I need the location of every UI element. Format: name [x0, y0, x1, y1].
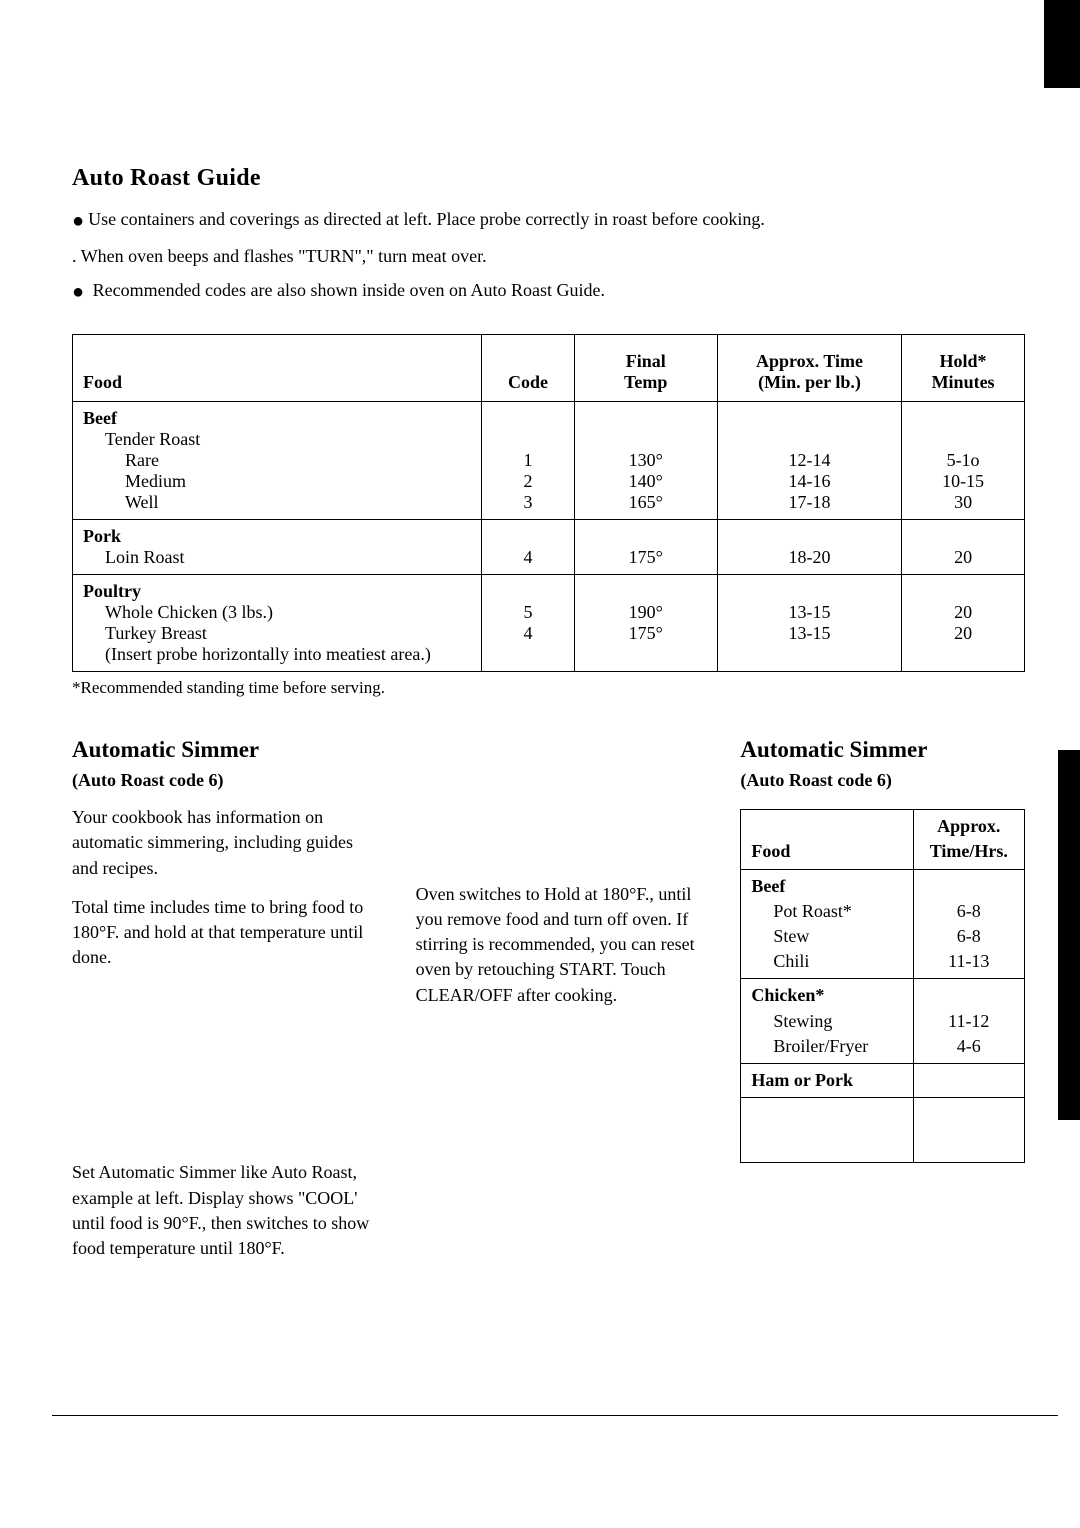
row-label: Rare [83, 450, 471, 471]
section-subtitle: (Auto Roast code 6) [740, 768, 1025, 793]
cell: 2 [524, 471, 533, 491]
th-hold: Hold*Minutes [902, 334, 1025, 401]
cell: 4 [524, 623, 533, 643]
th-food: Food [73, 334, 482, 401]
cell: 20 [954, 602, 972, 622]
table-row: Pork Loin Roast 4 175° 18-20 20 [73, 519, 1025, 574]
category-label: Beef [751, 876, 785, 896]
paragraph: Your cookbook has information on automat… [72, 805, 376, 881]
cell: 4-6 [957, 1036, 981, 1056]
cell: 10-15 [942, 471, 984, 491]
table-header-row: Food Approx.Time/Hrs. [741, 810, 1025, 869]
row-label: Medium [83, 471, 471, 492]
bullet-row: ● Recommended codes are also shown insid… [72, 277, 1025, 308]
cell: 1 [524, 450, 533, 470]
paragraph: Set Automatic Simmer like Auto Roast, ex… [72, 1160, 376, 1261]
cell: 175° [629, 547, 663, 567]
category-label: Beef [83, 408, 117, 428]
table-row: Beef Pot Roast* Stew Chili 6-8 6-8 11-13 [741, 869, 1025, 979]
th-code: Code [482, 334, 574, 401]
row-label: Well [83, 492, 471, 513]
cell: 13-15 [789, 602, 831, 622]
bullet-icon: ● [72, 281, 84, 303]
row-label: Loin Roast [83, 547, 471, 568]
section-title: Automatic Simmer [72, 734, 376, 766]
cell: 130° [629, 450, 663, 470]
table-row [741, 1098, 1025, 1163]
th-food: Food [741, 810, 913, 869]
roast-guide-table: Food Code FinalTemp Approx. Time(Min. pe… [72, 334, 1025, 672]
category-label: Poultry [83, 581, 141, 601]
cell: 11-12 [948, 1011, 989, 1031]
th-time: Approx.Time/Hrs. [913, 810, 1024, 869]
th-temp: FinalTemp [574, 334, 717, 401]
section-subtitle: (Auto Roast code 6) [72, 768, 376, 793]
row-note: (Insert probe horizontally into meatiest… [83, 644, 471, 665]
subhead: Tender Roast [83, 429, 471, 450]
simmer-left-column: Automatic Simmer (Auto Roast code 6) You… [72, 734, 376, 1275]
bullet-row: . When oven beeps and flashes "TURN"," t… [72, 243, 1025, 271]
paragraph: Oven switches to Hold at 180°F., until y… [416, 882, 701, 1008]
bullet-icon: . [72, 246, 81, 266]
row-label: Stewing [751, 1009, 902, 1034]
cell: 140° [629, 471, 663, 491]
cell: 17-18 [789, 492, 831, 512]
table-row: Beef Tender Roast Rare Medium Well 1 2 3… [73, 401, 1025, 519]
cell: 190° [629, 602, 663, 622]
cell: 175° [629, 623, 663, 643]
intro-bullets: ●Use containers and coverings as directe… [72, 206, 1025, 308]
cell: 30 [954, 492, 972, 512]
bullet-icon: ● [72, 210, 84, 232]
cell: 3 [524, 492, 533, 512]
simmer-table: Food Approx.Time/Hrs. Beef Pot Roast* St… [740, 809, 1025, 1163]
table-row: Ham or Pork [741, 1063, 1025, 1097]
category-label: Ham or Pork [751, 1070, 853, 1090]
page-edge-bar-lower [1058, 750, 1080, 1120]
row-label: Turkey Breast [83, 623, 471, 644]
simmer-right-column: Automatic Simmer (Auto Roast code 6) Foo… [740, 734, 1025, 1275]
category-label: Pork [83, 526, 121, 546]
page-edge-bar [1044, 0, 1080, 88]
cell: 20 [954, 547, 972, 567]
row-label: Broiler/Fryer [751, 1034, 902, 1059]
table-footnote: *Recommended standing time before servin… [72, 678, 1025, 698]
cell: 6-8 [957, 926, 981, 946]
cell: 12-14 [789, 450, 831, 470]
bullet-text: Use containers and coverings as directed… [88, 209, 765, 229]
paragraph: Total time includes time to bring food t… [72, 895, 376, 971]
cell: 5 [524, 602, 533, 622]
bullet-text: Recommended codes are also shown inside … [93, 280, 605, 300]
cell: 6-8 [957, 901, 981, 921]
bullet-text: When oven beeps and flashes "TURN"," tur… [81, 246, 487, 266]
cell: 165° [629, 492, 663, 512]
row-label: Stew [751, 924, 902, 949]
section-title: Automatic Simmer [740, 734, 1025, 766]
th-time: Approx. Time(Min. per lb.) [717, 334, 901, 401]
table-row: Poultry Whole Chicken (3 lbs.) Turkey Br… [73, 574, 1025, 671]
row-label: Pot Roast* [751, 899, 902, 924]
cell: 20 [954, 623, 972, 643]
cell: 14-16 [789, 471, 831, 491]
cell: 4 [524, 547, 533, 567]
page-footer-rule [52, 1415, 1058, 1416]
category-label: Chicken* [751, 985, 824, 1005]
page-content: Auto Roast Guide ●Use containers and cov… [0, 0, 1080, 1275]
row-label: Whole Chicken (3 lbs.) [83, 602, 471, 623]
simmer-mid-column: Oven switches to Hold at 180°F., until y… [416, 734, 701, 1275]
table-header-row: Food Code FinalTemp Approx. Time(Min. pe… [73, 334, 1025, 401]
lower-columns: Automatic Simmer (Auto Roast code 6) You… [72, 734, 1025, 1275]
page-title: Auto Roast Guide [72, 165, 1025, 192]
cell: 13-15 [789, 623, 831, 643]
cell: 5-1o [947, 450, 980, 470]
row-label: Chili [751, 949, 902, 974]
bullet-row: ●Use containers and coverings as directe… [72, 206, 1025, 237]
cell: 18-20 [789, 547, 831, 567]
cell: 11-13 [948, 951, 989, 971]
table-row: Chicken* Stewing Broiler/Fryer 11-12 4-6 [741, 979, 1025, 1064]
